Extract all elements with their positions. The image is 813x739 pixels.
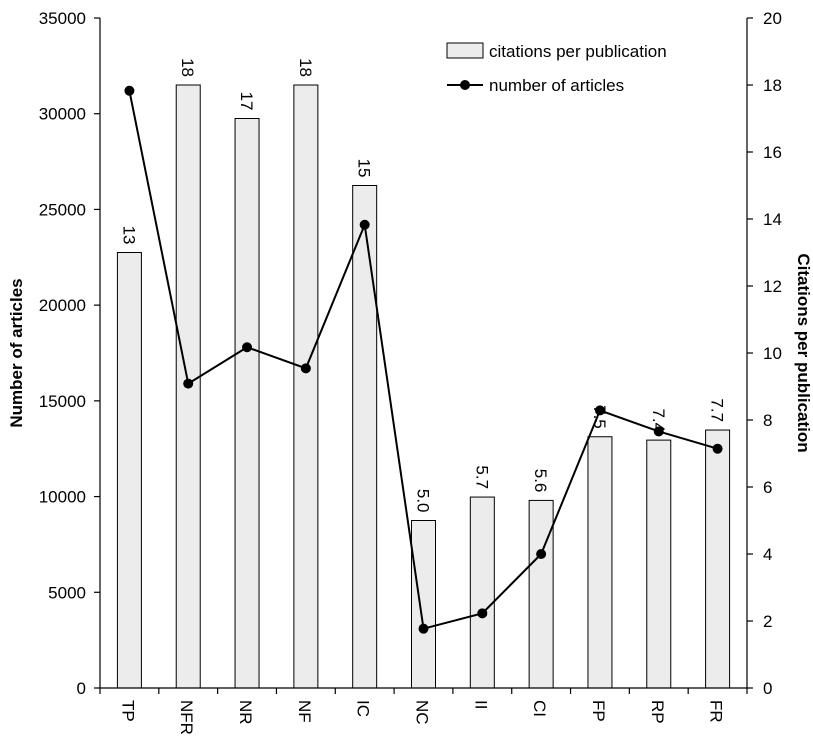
left-tick-label: 25000 xyxy=(39,200,86,219)
right-tick-label: 14 xyxy=(763,210,782,229)
bar-ic xyxy=(352,185,378,689)
bar-value-label: 7.7 xyxy=(708,398,727,422)
right-tick-label: 2 xyxy=(763,612,772,631)
y2-axis-title: Citations per publication xyxy=(794,253,813,452)
line-point-nr xyxy=(242,342,253,353)
legend-label-citations-per-publication: citations per publication xyxy=(489,42,667,61)
x-tick-label-nr: NR xyxy=(236,700,255,725)
legend-label-number-of-articles: number of articles xyxy=(489,76,624,95)
legend-bar-swatch xyxy=(446,42,484,59)
bar-value-label: 7.4 xyxy=(649,408,668,432)
bar-value-label: 5.6 xyxy=(531,469,550,493)
left-tick-label: 10000 xyxy=(39,488,86,507)
bar-value-label: 5.0 xyxy=(414,489,433,513)
left-tick-label: 15000 xyxy=(39,392,86,411)
right-tick-label: 20 xyxy=(763,9,782,28)
line-point-ci xyxy=(536,549,547,559)
right-tick-label: 18 xyxy=(763,76,782,95)
bar-value-label: 5.7 xyxy=(472,465,491,489)
legend-line-marker xyxy=(460,80,470,90)
bar-value-label: 15 xyxy=(355,159,374,178)
x-tick-label-tp: TP xyxy=(118,700,137,722)
x-tick-label-ii: II xyxy=(471,700,490,709)
bar-value-label: 18 xyxy=(178,58,197,77)
line-point-fp xyxy=(594,405,605,416)
bar-fr xyxy=(705,429,731,689)
line-point-fr xyxy=(712,443,723,454)
bar-value-label: 18 xyxy=(296,58,315,77)
left-tick-label: 35000 xyxy=(39,9,86,28)
bar-nr xyxy=(234,118,260,689)
bar-fp xyxy=(587,436,613,689)
bar-nf xyxy=(293,84,319,689)
bar-value-label: 13 xyxy=(119,226,138,245)
x-tick-label-nfr: NFR xyxy=(177,700,196,735)
x-tick-label-nc: NC xyxy=(413,700,432,725)
line-point-rp xyxy=(653,426,664,437)
line-point-ic xyxy=(359,219,370,230)
left-tick-label: 5000 xyxy=(48,583,86,602)
bar-rp xyxy=(646,439,672,689)
line-point-nf xyxy=(300,363,311,374)
right-tick-label: 4 xyxy=(763,545,772,564)
x-tick-label-fp: FP xyxy=(589,700,608,722)
bar-ci xyxy=(528,499,554,689)
line-point-ii xyxy=(477,608,488,619)
y-axis-title: Number of articles xyxy=(7,278,26,427)
x-tick-label-rp: RP xyxy=(648,700,667,724)
left-tick-label: 30000 xyxy=(39,105,86,124)
x-tick-label-ic: IC xyxy=(354,700,373,717)
x-tick-label-fr: FR xyxy=(707,700,726,723)
line-point-nc xyxy=(418,623,429,634)
bar-nc xyxy=(411,520,436,689)
left-tick-label: 20000 xyxy=(39,296,86,315)
bar-ii xyxy=(469,496,495,689)
right-tick-label: 6 xyxy=(763,478,772,497)
bar-tp xyxy=(116,252,142,689)
line-point-nfr xyxy=(183,378,194,389)
right-tick-label: 8 xyxy=(763,411,772,430)
bar-value-label: 17 xyxy=(237,92,256,111)
line-point-tp xyxy=(124,85,135,96)
right-tick-label: 10 xyxy=(763,344,782,363)
right-tick-label: 16 xyxy=(763,143,782,162)
left-tick-label: 0 xyxy=(77,679,86,698)
x-tick-label-nf: NF xyxy=(295,700,314,723)
right-tick-label: 12 xyxy=(763,277,782,296)
right-tick-label: 0 xyxy=(763,679,772,698)
x-tick-label-ci: CI xyxy=(530,700,549,717)
